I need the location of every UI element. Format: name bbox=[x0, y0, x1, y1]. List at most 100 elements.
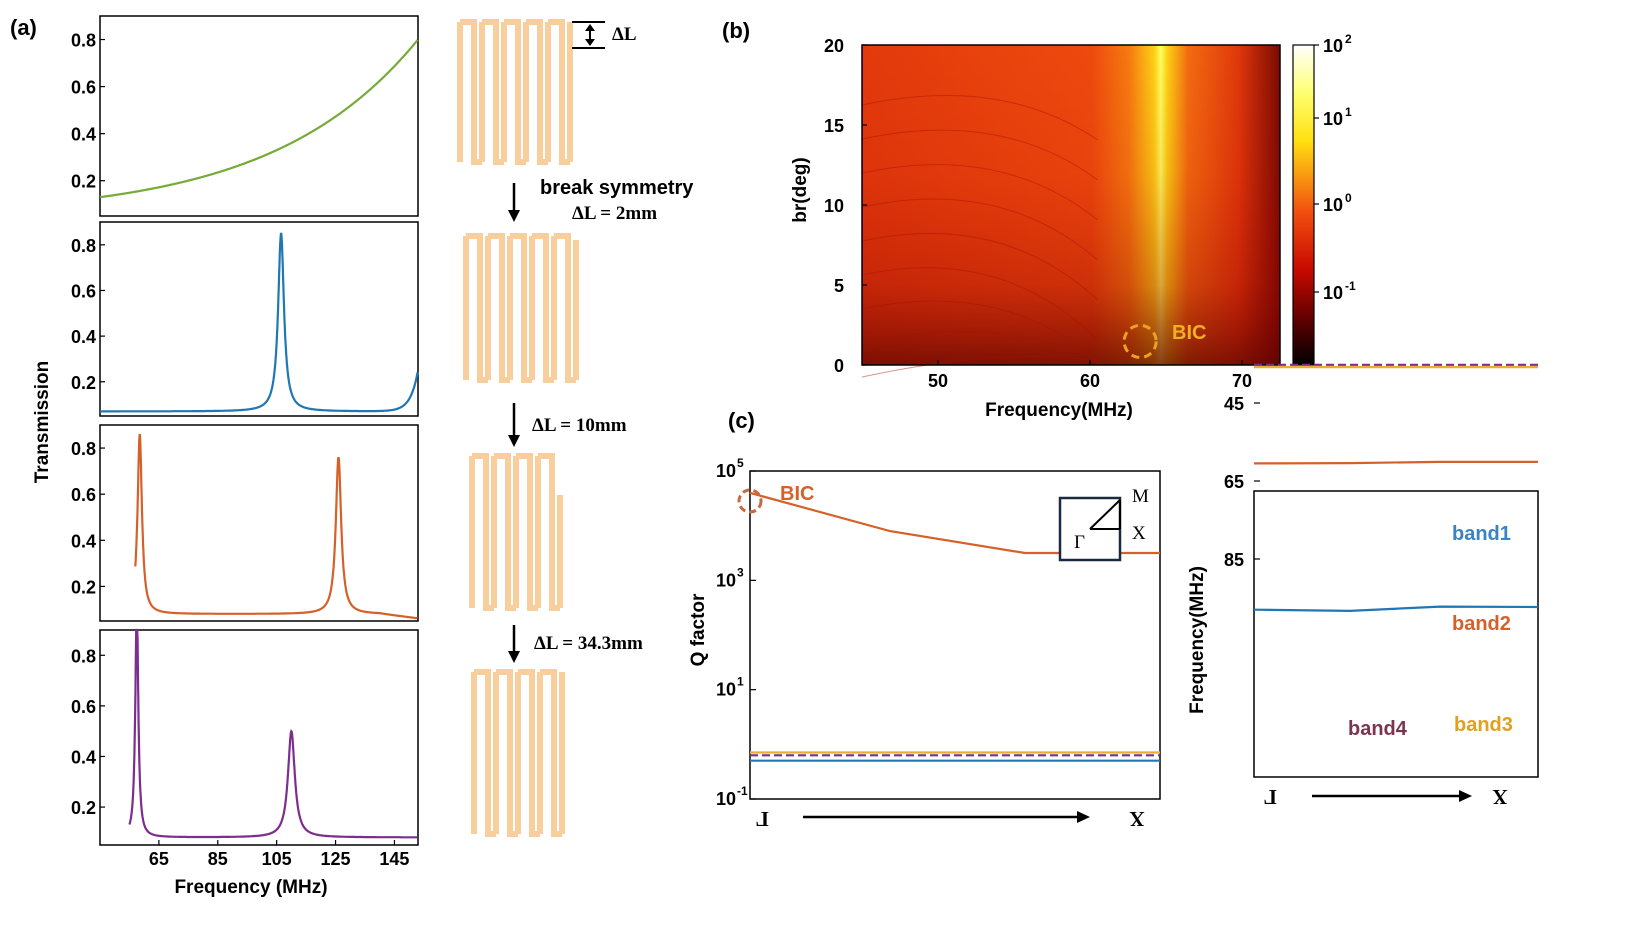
panel-label-a: (a) bbox=[10, 15, 37, 40]
qfactor-frame bbox=[749, 470, 1161, 800]
ytick-label: 0.6 bbox=[71, 78, 96, 98]
colorbar-tick-exp: 0 bbox=[1345, 191, 1352, 205]
inset-label-gamma: Γ bbox=[1074, 532, 1085, 553]
heatmap-ytick-label: 5 bbox=[834, 276, 844, 296]
ytick-label: 0.8 bbox=[71, 31, 96, 51]
bands-line-band2 bbox=[1253, 460, 1538, 465]
colorbar-tick-exp: 2 bbox=[1345, 32, 1352, 46]
step-label-2mm: ΔL = 2mm bbox=[572, 203, 657, 224]
qfactor-x-x: X bbox=[1129, 807, 1144, 831]
heatmap-ytick-label: 15 bbox=[824, 116, 844, 136]
heatmap-contour-3 bbox=[861, 198, 1098, 261]
delta-l-label: ΔL bbox=[612, 24, 637, 45]
inset-label-m: M bbox=[1132, 486, 1149, 507]
bic-label-q: BIC bbox=[780, 483, 814, 505]
ytick-label: 0.2 bbox=[71, 373, 96, 393]
xtick-label: 85 bbox=[208, 849, 228, 869]
bands-line-band1 bbox=[1253, 605, 1539, 613]
delta-l-arrow-down bbox=[585, 39, 595, 46]
step-arrow-1 bbox=[508, 183, 520, 222]
transmission-curve-symmetric bbox=[99, 39, 419, 199]
ytick-label: 0.2 bbox=[71, 172, 96, 192]
heatmap-contour-8 bbox=[861, 356, 1098, 378]
band2-label: band2 bbox=[1452, 613, 1511, 635]
heatmap-contour-5 bbox=[861, 267, 1098, 341]
qfactor-ytick-base: 10 bbox=[716, 570, 736, 590]
bic-label-heatmap: BIC bbox=[1172, 322, 1206, 344]
heatmap-ytick-label: 20 bbox=[824, 36, 844, 56]
heatmap-ytick-label: 0 bbox=[834, 356, 844, 376]
transmission-frame-2 bbox=[99, 424, 419, 622]
transmission-frame-0 bbox=[99, 15, 419, 217]
heatmap-xtick-label: 60 bbox=[1080, 371, 1100, 391]
xtick-label: 145 bbox=[379, 849, 409, 869]
bands-plot: 85 65 45 bbox=[1224, 363, 1539, 613]
qfactor-ytick-exp: -1 bbox=[737, 784, 748, 798]
transmission-frame-1 bbox=[99, 221, 419, 417]
step-label-34mm: ΔL = 34.3mm bbox=[534, 633, 643, 654]
colorbar-tick-base: 10 bbox=[1323, 36, 1343, 56]
ytick-label: 0.6 bbox=[71, 697, 96, 717]
ytick-label: 0.6 bbox=[71, 485, 96, 505]
step-label-10mm: ΔL = 10mm bbox=[532, 415, 627, 436]
heatmap-shading bbox=[862, 45, 1280, 365]
ytick-label: 0.2 bbox=[71, 577, 96, 597]
qfactor-ytick-base: 10 bbox=[716, 461, 736, 481]
qfactor-ytick-base: 10 bbox=[716, 789, 736, 809]
colorbar-tick-exp: -1 bbox=[1345, 279, 1356, 293]
bands-ytick-label: 45 bbox=[1224, 394, 1244, 414]
heatmap-contour-0 bbox=[861, 95, 1098, 141]
heatmap-xtick-label: 70 bbox=[1232, 371, 1252, 391]
band1-label: band1 bbox=[1452, 523, 1511, 545]
bands-x-x: X bbox=[1492, 785, 1507, 809]
colorbar-tick-base: 10 bbox=[1323, 283, 1343, 303]
heatmap-xtick-label: 50 bbox=[928, 371, 948, 391]
bic-marker bbox=[1122, 323, 1158, 359]
panel-label-b: (b) bbox=[722, 18, 750, 43]
transmission-curve-dL=10mm bbox=[134, 433, 418, 620]
meander-structure-1 bbox=[463, 233, 579, 383]
transmission-frame-3 bbox=[99, 629, 419, 846]
transmission-curve-dL=2mm bbox=[100, 232, 419, 413]
qfactor-ylabel: Q factor bbox=[688, 593, 709, 666]
qfactor-ytick-exp: 1 bbox=[737, 675, 744, 689]
heatmap-ticks: 50 60 70 0 5 10 15 20 bbox=[824, 36, 1252, 391]
heatmap-contour-2 bbox=[861, 164, 1098, 221]
heatmap-contour-4 bbox=[861, 232, 1098, 301]
ytick-label: 0.8 bbox=[71, 646, 96, 666]
band3-label: band3 bbox=[1454, 714, 1513, 736]
brillouin-inset bbox=[1058, 496, 1122, 562]
heatmap-xlabel: Frequency(MHz) bbox=[985, 400, 1133, 421]
transmission-curve-dL=34.3mm bbox=[128, 628, 418, 839]
bands-k-arrowhead bbox=[1459, 790, 1472, 802]
heatmap-contour-1 bbox=[861, 129, 1098, 181]
heatmap-contours bbox=[861, 95, 1098, 378]
heatmap bbox=[861, 44, 1281, 378]
ytick-label: 0.2 bbox=[71, 798, 96, 818]
heatmap-ytick-label: 10 bbox=[824, 196, 844, 216]
ytick-label: 0.8 bbox=[71, 439, 96, 459]
bands-ytick-label: 85 bbox=[1224, 550, 1244, 570]
bands-ytick-label: 65 bbox=[1224, 472, 1244, 492]
panel-label-c: (c) bbox=[728, 408, 755, 433]
meander-column bbox=[457, 19, 579, 837]
xtick-label: 65 bbox=[149, 849, 169, 869]
qfactor-ytick-exp: 5 bbox=[737, 456, 744, 470]
ytick-label: 0.8 bbox=[71, 236, 96, 256]
ytick-label: 0.4 bbox=[71, 747, 96, 767]
ytick-label: 0.4 bbox=[71, 327, 96, 347]
bands-ylabel: Frequency(MHz) bbox=[1187, 566, 1208, 714]
ytick-label: 0.4 bbox=[71, 531, 96, 551]
inset-label-x: X bbox=[1132, 523, 1146, 544]
ytick-label: 0.6 bbox=[71, 281, 96, 301]
delta-l-arrow-up bbox=[585, 24, 595, 31]
xtick-label: 105 bbox=[262, 849, 292, 869]
bands-frame bbox=[1253, 490, 1539, 778]
step-arrow-3 bbox=[508, 625, 520, 663]
meander-structure-0 bbox=[457, 19, 573, 165]
step-arrow-2 bbox=[508, 403, 520, 447]
qfactor-x-gamma: Γ bbox=[755, 807, 768, 831]
colorbar-tick-base: 10 bbox=[1323, 109, 1343, 129]
